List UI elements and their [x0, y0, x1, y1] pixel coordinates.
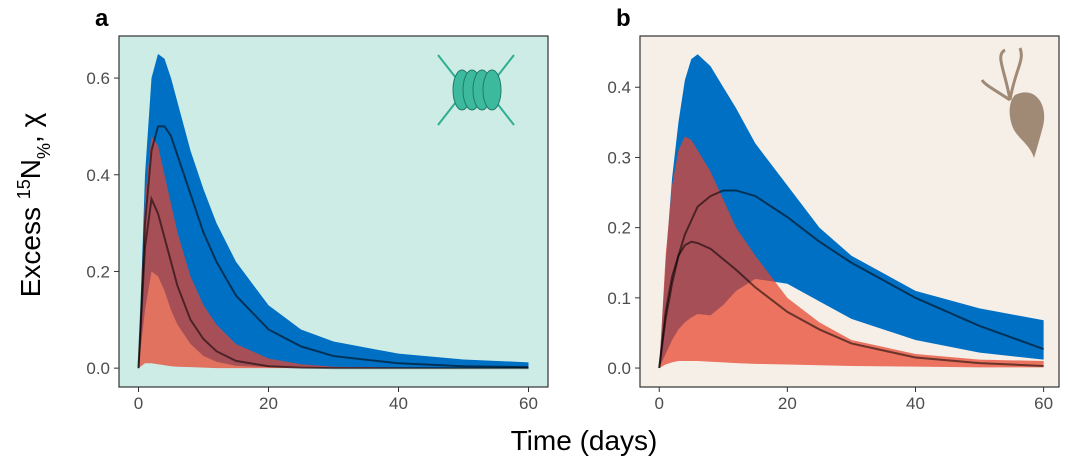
panels: a 0.0 0.2 0.4 0.6 0 20 40 60 b 0.0 0.1 0.2 0.3 0.4 0 20 4… — [86, 5, 1060, 413]
median-line — [137, 195, 529, 370]
y-axis-label: Excess 15N%, χ — [14, 112, 54, 297]
y-tick-label: 0.6 — [86, 69, 110, 88]
x-tick-label: 40 — [389, 394, 408, 413]
median-line — [658, 240, 1044, 369]
x-tick-label: 40 — [906, 394, 925, 413]
y-tick-label: 0.0 — [86, 359, 110, 378]
icon-daphnia — [980, 47, 1045, 159]
icon-diatom — [437, 54, 515, 126]
y-tick-label: 0.1 — [607, 289, 631, 308]
x-tick-label: 60 — [519, 394, 538, 413]
y-label-main: N — [15, 159, 46, 179]
panel-border — [639, 35, 1060, 388]
ribbon — [138, 53, 529, 369]
x-axis-label: Time (days) — [511, 425, 658, 456]
x-tick-label: 0 — [134, 394, 143, 413]
y-label-sup: 15 — [14, 179, 34, 199]
panel-label: a — [95, 5, 109, 32]
x-tick-label: 0 — [654, 394, 663, 413]
y-tick-label: 0.3 — [607, 148, 631, 167]
x-tick-label: 20 — [778, 394, 797, 413]
panel-border — [118, 35, 549, 388]
y-tick-label: 0.4 — [86, 166, 110, 185]
ribbon — [138, 136, 529, 369]
x-tick-label: 60 — [1034, 394, 1053, 413]
ribbon — [659, 136, 1044, 369]
median-line — [137, 125, 529, 369]
y-tick-label: 0.2 — [86, 262, 110, 281]
y-tick-label: 0.0 — [607, 359, 631, 378]
y-tick-label: 0.2 — [607, 219, 631, 238]
ribbon — [659, 54, 1044, 369]
y-tick-label: 0.4 — [607, 78, 631, 97]
panel-label: b — [616, 5, 631, 32]
y-label-sub: % — [34, 143, 54, 159]
y-label-prefix: Excess — [15, 199, 46, 297]
y-label-suffix: , χ — [15, 112, 46, 143]
x-tick-label: 20 — [259, 394, 278, 413]
